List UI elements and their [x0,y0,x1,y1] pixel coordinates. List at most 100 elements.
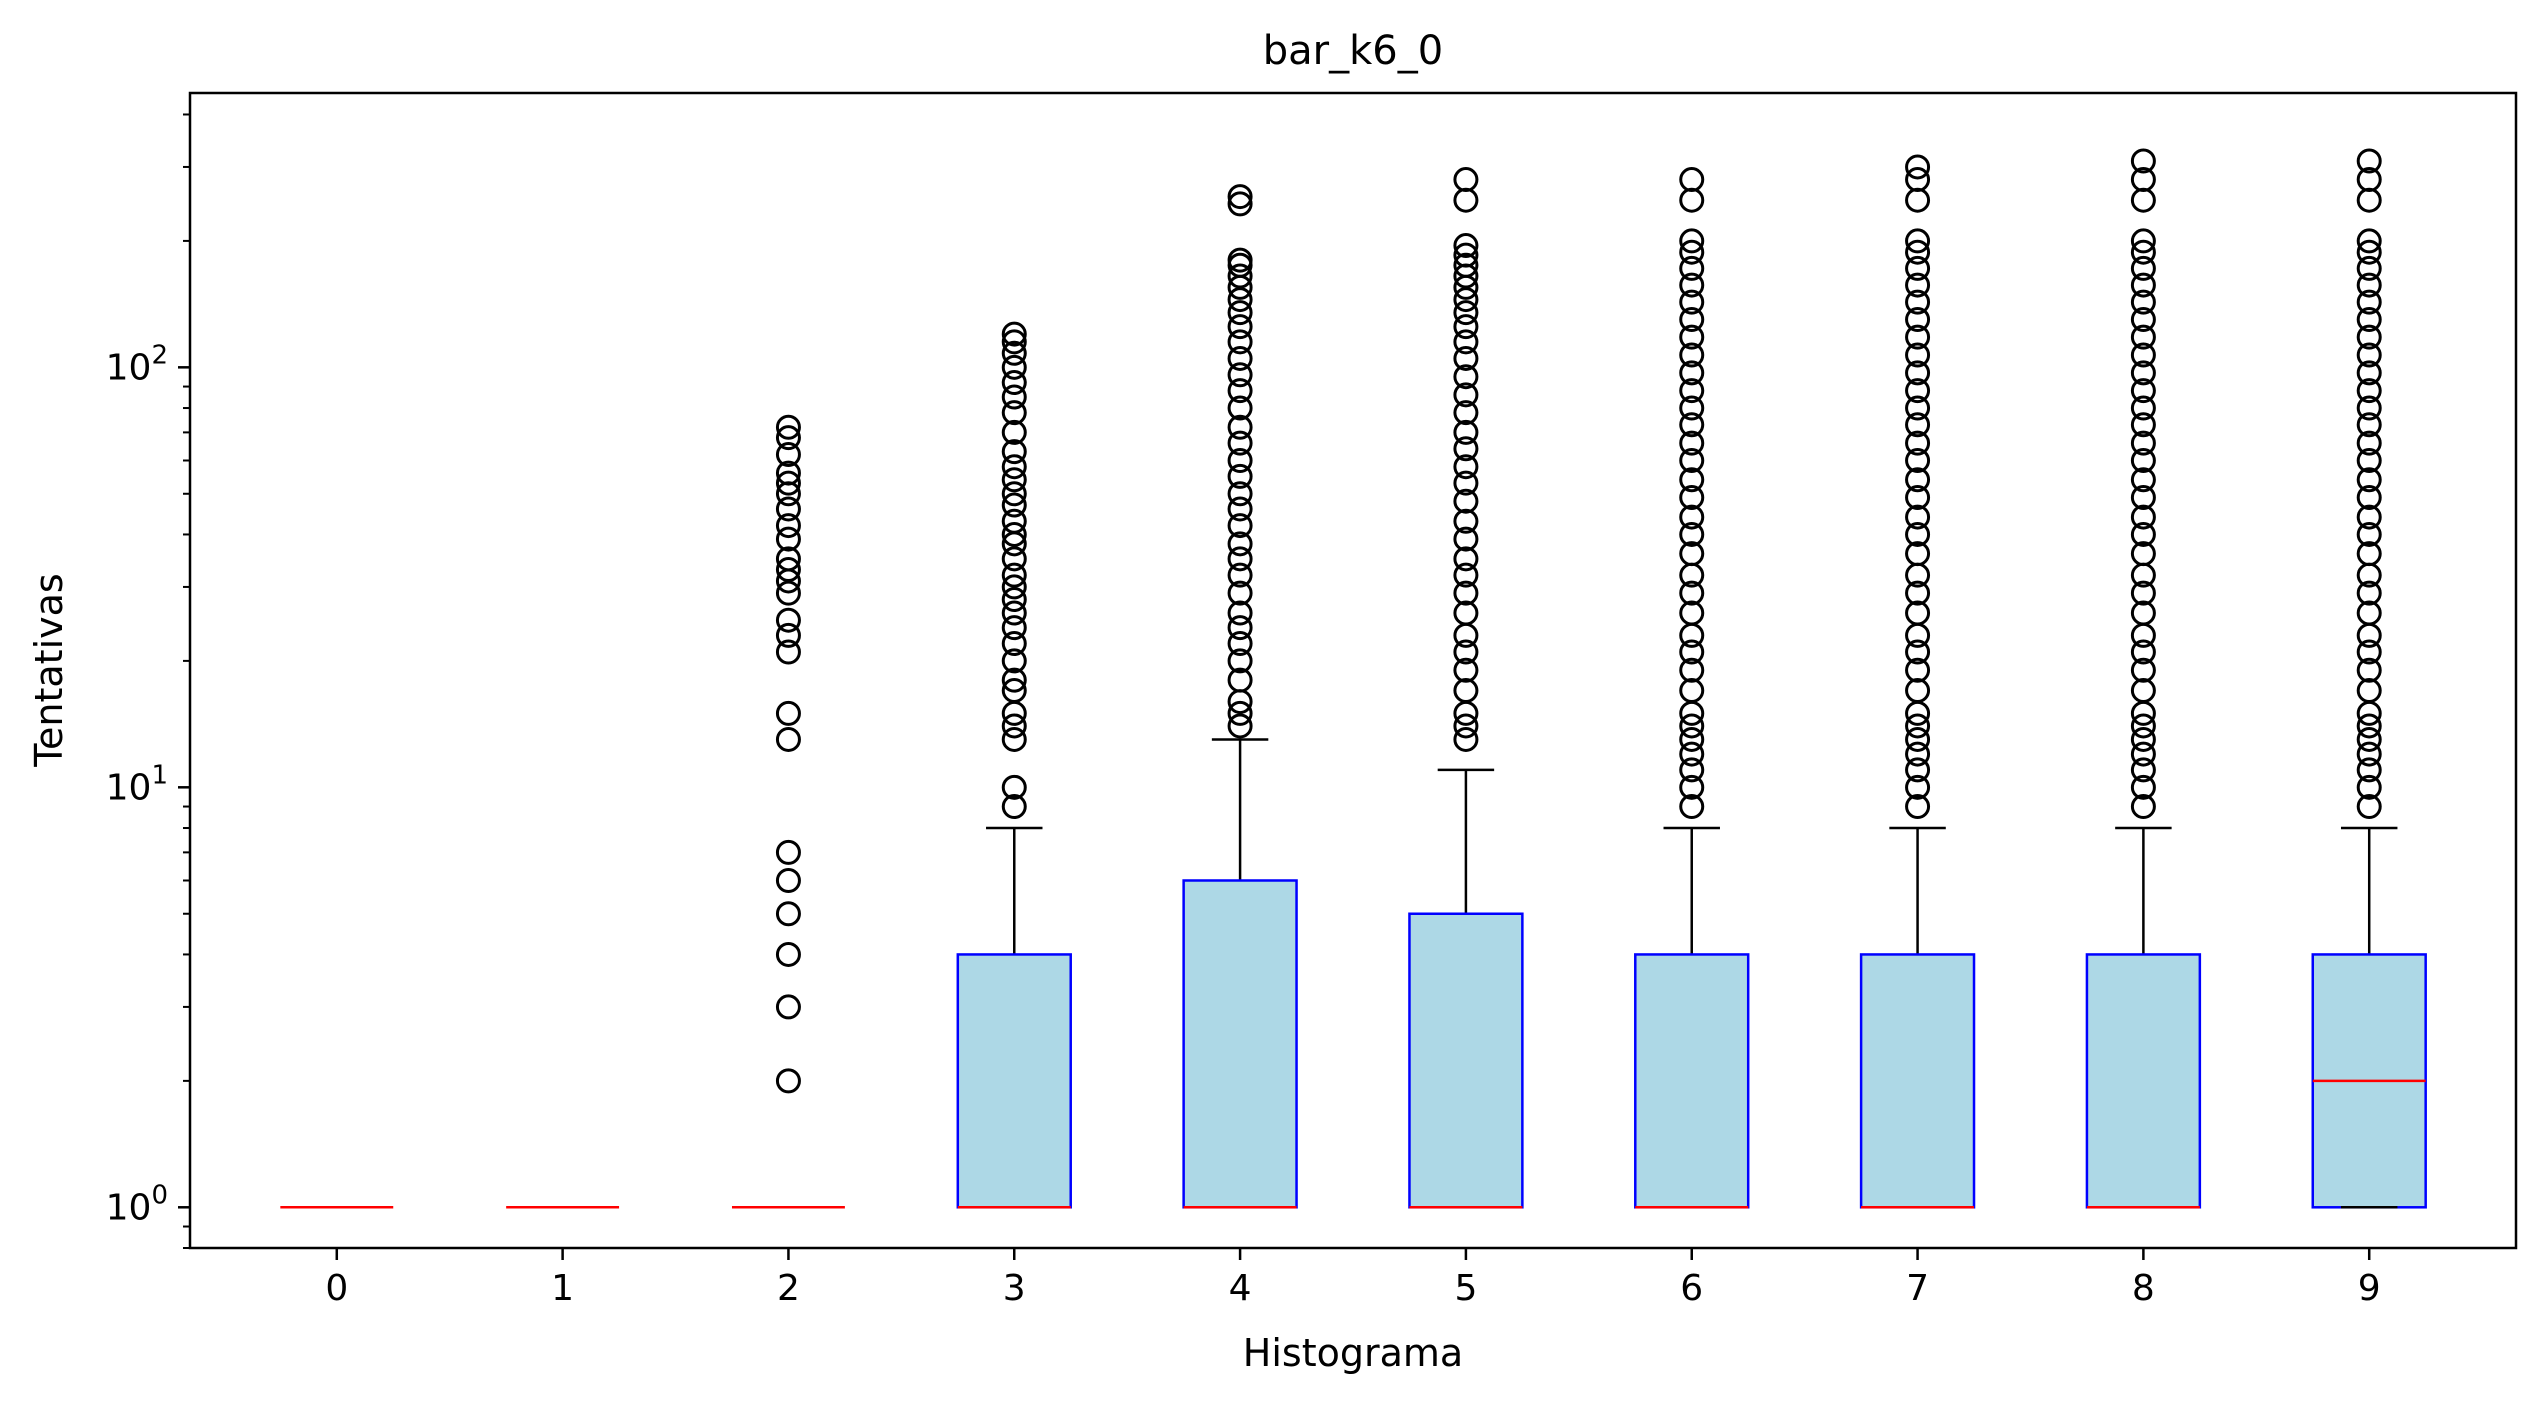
outlier-point [2130,541,2156,567]
outlier-point [1905,726,1931,752]
outlier-point [1905,167,1931,193]
box-group [1634,167,1750,1209]
outlier-point [2130,713,2156,739]
box-group [1182,184,1298,1209]
outlier-point [1905,541,1931,567]
outlier-point [1453,233,1479,259]
box [1634,953,1750,1209]
outlier-point [775,580,801,606]
outlier-point [1905,228,1931,254]
outlier-point [2356,148,2382,174]
x-tick-label: 6 [1680,1268,1703,1309]
outlier-point [2130,412,2156,438]
outlier-point [1905,639,1931,665]
outlier-point [2356,467,2382,493]
x-axis-label: Histograma [1243,1331,1463,1375]
outlier-point [1679,239,1705,265]
y-axis-label: Tentativas [27,573,71,767]
x-tick-label: 3 [1003,1268,1026,1309]
x-tick-label: 2 [777,1268,800,1309]
outlier-point [2356,395,2382,421]
outlier-point [1905,521,1931,547]
outlier-point [1453,382,1479,408]
outlier-point [1227,713,1253,739]
axes-frame [188,91,2518,1250]
outlier-point [2130,757,2156,783]
outlier-point [2130,504,2156,530]
outlier-point [1227,531,1253,557]
outlier-point [2130,467,2156,493]
outlier-point [1905,657,1931,683]
outlier-point [2356,521,2382,547]
outlier-point [2130,378,2156,404]
outlier-point [1001,508,1027,534]
outlier-point [1679,757,1705,783]
outlier-point [2356,713,2382,739]
outlier-point [2356,757,2382,783]
outlier-point [1679,467,1705,493]
outlier-point [1679,412,1705,438]
outlier-point [2130,360,2156,386]
outlier-point [1679,657,1705,683]
box [2085,953,2202,1209]
outlier-point [1227,448,1253,474]
box-group [2085,148,2202,1209]
outlier-point [1679,360,1705,386]
outlier-point [1453,242,1479,268]
outlier-point [1453,546,1479,572]
chart-title: bar_k6_0 [1263,28,1443,74]
outlier-point [1679,639,1705,665]
outlier-point [2130,639,2156,665]
outlier-point [1001,667,1027,693]
outlier-point [1227,700,1253,726]
outlier-point [1227,314,1253,340]
outlier-point [1679,324,1705,350]
outlier-point [1453,167,1479,193]
outlier-point [775,414,801,440]
outlier-point [1905,757,1931,783]
outlier-point [1001,631,1027,657]
outlier-point [775,941,801,967]
outlier-point [1453,454,1479,480]
outlier-point [1001,562,1027,588]
box-group [956,321,1072,1209]
outlier-point [1905,272,1931,298]
outlier-point [1001,439,1027,465]
outlier-point [1001,481,1027,507]
outlier-point [775,994,801,1020]
outlier-point [2130,342,2156,368]
outlier-point [2356,541,2382,567]
outlier-point [1001,354,1027,380]
box-group [1408,167,1524,1209]
outlier-point [2356,378,2382,404]
outlier-point [1453,726,1479,752]
outlier-point [1453,562,1479,588]
x-axis: 0 1 2 3 4 5 6 7 8 9 [325,1248,2381,1309]
outlier-point [1001,400,1027,426]
outlier-point [2356,167,2382,193]
outlier-point [1001,713,1027,739]
outlier-point [1227,184,1253,210]
outlier-point [775,726,801,752]
outlier-point [1679,342,1705,368]
outlier-point [1905,154,1931,180]
outlier-point [1227,615,1253,641]
outlier-point [1453,436,1479,462]
outlier-point [2356,272,2382,298]
outlier-point [2130,521,2156,547]
outlier-point [1453,713,1479,739]
outlier-point [2356,306,2382,332]
outlier-point [1905,467,1931,493]
box-group [2311,148,2427,1209]
outlier-point [2130,324,2156,350]
outlier-point [1679,600,1705,626]
outlier-point [1453,657,1479,683]
outlier-point [1227,345,1253,371]
outlier-point [1001,370,1027,396]
outlier-point [1227,580,1253,606]
outlier-point [2130,794,2156,820]
outlier-point [1001,648,1027,674]
outlier-point [1679,741,1705,767]
outlier-point [1227,378,1253,404]
outlier-point [1001,384,1027,410]
